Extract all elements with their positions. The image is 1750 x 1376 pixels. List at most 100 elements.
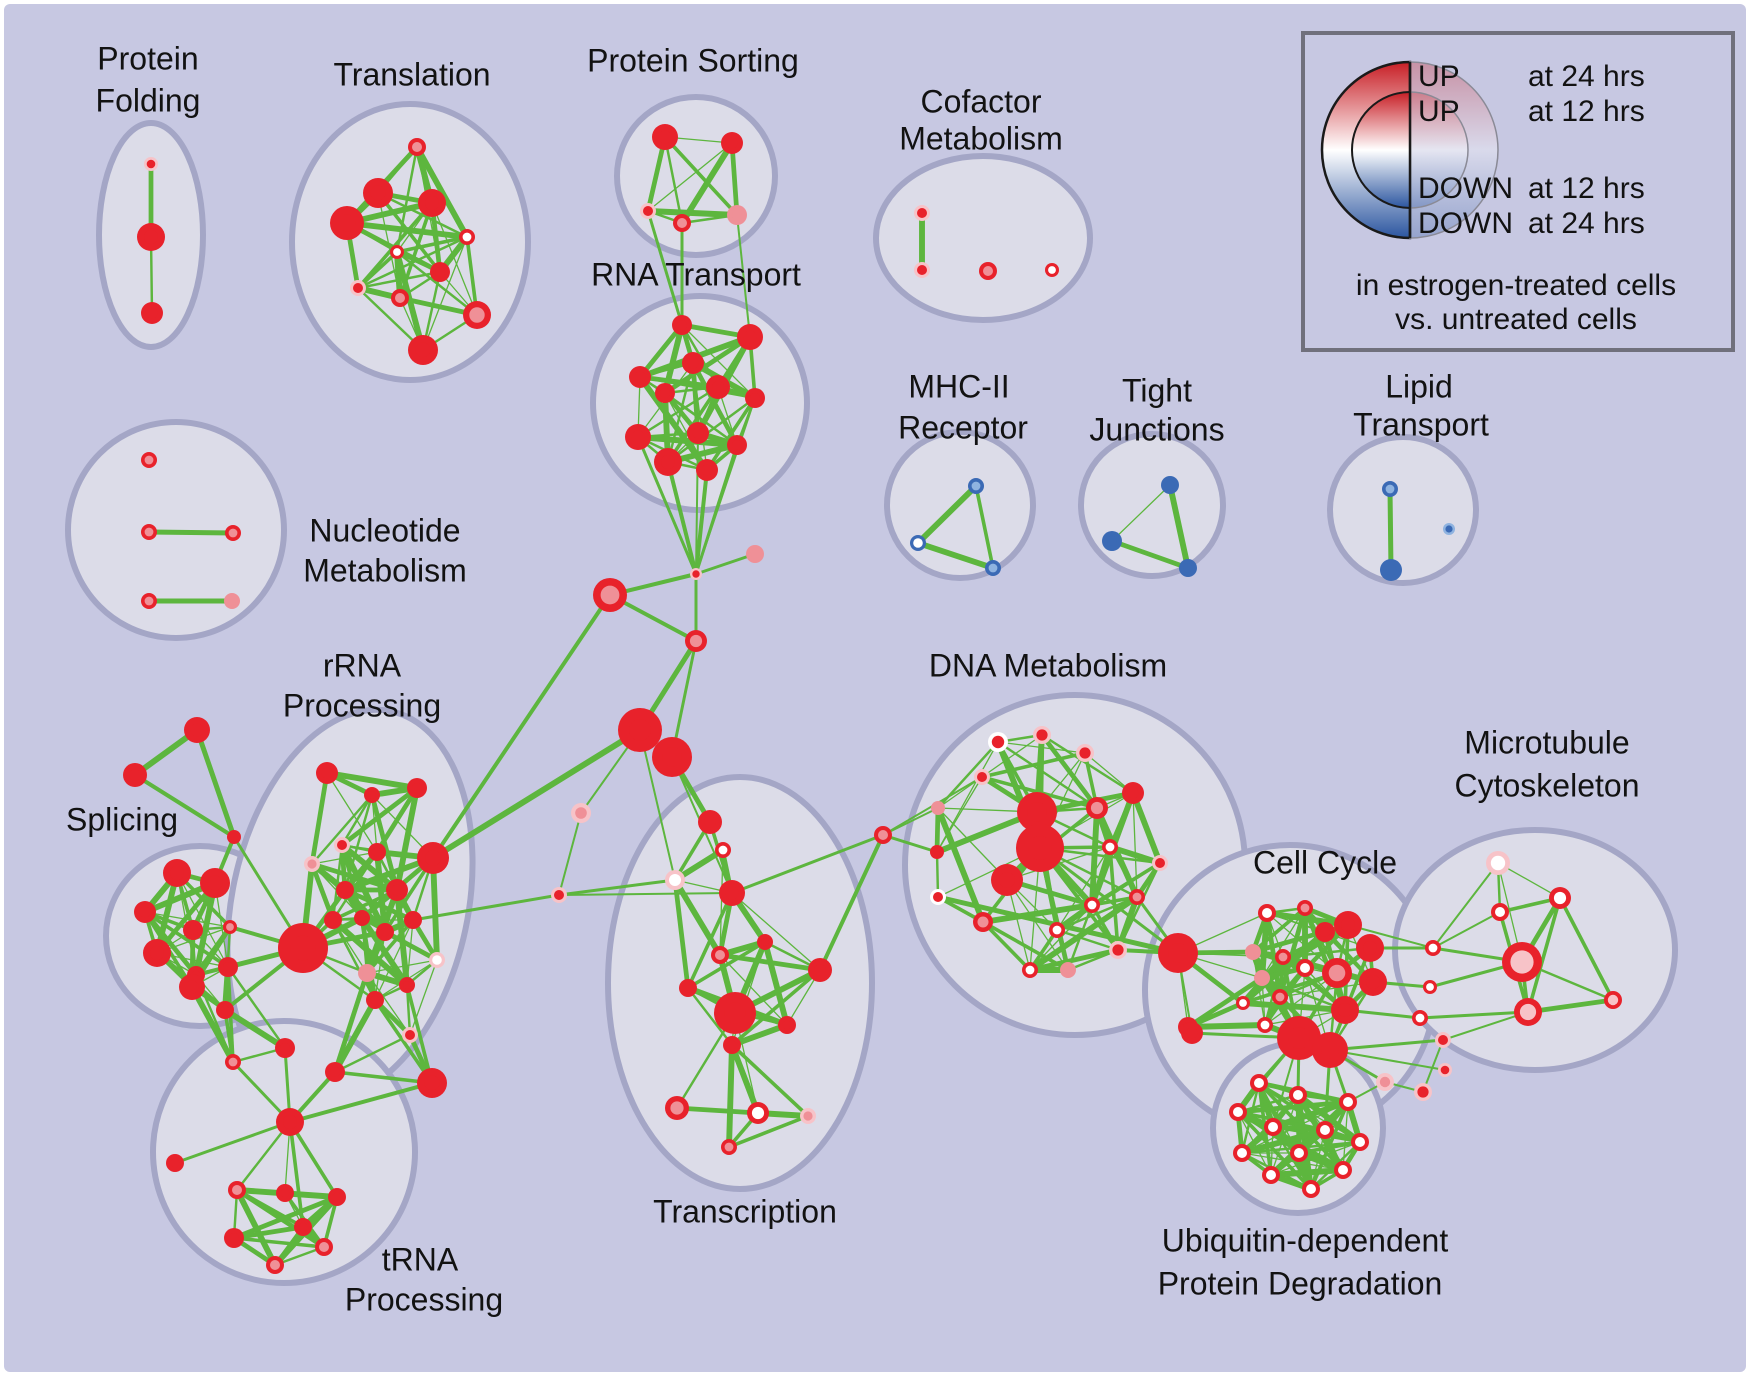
network-node[interactable] (1277, 1016, 1321, 1060)
network-node[interactable] (1486, 851, 1510, 875)
network-node[interactable] (463, 301, 491, 329)
network-node[interactable] (407, 778, 427, 798)
network-node[interactable] (1250, 1074, 1268, 1092)
network-node[interactable] (1290, 1144, 1308, 1162)
network-node[interactable] (640, 203, 656, 219)
network-node[interactable] (1022, 962, 1038, 978)
network-node[interactable] (141, 302, 163, 324)
network-node[interactable] (137, 223, 165, 251)
network-node[interactable] (571, 803, 591, 823)
network-node[interactable] (698, 810, 722, 834)
network-node[interactable] (1236, 996, 1250, 1010)
network-node[interactable] (991, 864, 1023, 896)
network-node[interactable] (1316, 1121, 1334, 1139)
network-node[interactable] (1334, 1161, 1352, 1179)
network-node[interactable] (218, 957, 238, 977)
network-node[interactable] (974, 769, 990, 785)
network-node[interactable] (1102, 839, 1118, 855)
network-node[interactable] (672, 315, 692, 335)
network-node[interactable] (737, 324, 763, 350)
network-node[interactable] (223, 920, 237, 934)
network-node[interactable] (390, 245, 404, 259)
network-node[interactable] (200, 868, 230, 898)
network-node[interactable] (399, 977, 415, 993)
network-node[interactable] (315, 1238, 333, 1256)
network-node[interactable] (727, 205, 747, 225)
network-node[interactable] (930, 889, 946, 905)
network-node[interactable] (1086, 797, 1108, 819)
network-node[interactable] (1102, 531, 1122, 551)
network-node[interactable] (687, 422, 709, 444)
network-node[interactable] (715, 842, 731, 858)
network-node[interactable] (376, 923, 394, 941)
network-node[interactable] (418, 189, 446, 217)
network-node[interactable] (350, 280, 366, 296)
network-node[interactable] (910, 535, 926, 551)
network-node[interactable] (1412, 1010, 1428, 1026)
network-node[interactable] (141, 593, 157, 609)
network-node[interactable] (690, 568, 702, 580)
network-node[interactable] (721, 1139, 737, 1155)
network-node[interactable] (316, 762, 338, 784)
network-node[interactable] (1033, 726, 1051, 744)
network-node[interactable] (429, 952, 445, 968)
network-node[interactable] (1296, 959, 1314, 977)
network-node[interactable] (366, 991, 384, 1009)
network-node[interactable] (1076, 744, 1094, 762)
network-node[interactable] (228, 1181, 246, 1199)
network-node[interactable] (652, 124, 678, 150)
network-node[interactable] (276, 1108, 304, 1136)
network-node[interactable] (224, 593, 240, 609)
network-node[interactable] (183, 920, 203, 940)
network-node[interactable] (1423, 980, 1437, 994)
network-node[interactable] (1351, 1133, 1369, 1151)
network-node[interactable] (745, 388, 765, 408)
network-node[interactable] (324, 911, 342, 929)
network-node[interactable] (914, 262, 930, 278)
network-node[interactable] (1334, 911, 1362, 939)
network-node[interactable] (144, 157, 158, 171)
network-node[interactable] (266, 1256, 284, 1274)
network-node[interactable] (746, 545, 764, 563)
network-node[interactable] (1016, 824, 1064, 872)
network-node[interactable] (227, 830, 241, 844)
network-node[interactable] (1491, 903, 1509, 921)
network-node[interactable] (408, 138, 426, 156)
network-node[interactable] (625, 424, 651, 450)
network-node[interactable] (364, 787, 380, 803)
network-node[interactable] (141, 524, 157, 540)
network-node[interactable] (304, 856, 320, 872)
network-node[interactable] (391, 289, 409, 307)
network-node[interactable] (1129, 889, 1145, 905)
network-node[interactable] (1435, 1032, 1451, 1048)
network-node[interactable] (459, 229, 475, 245)
network-node[interactable] (665, 870, 685, 890)
network-node[interactable] (800, 1108, 816, 1124)
network-node[interactable] (714, 992, 756, 1034)
network-node[interactable] (166, 1154, 184, 1172)
network-node[interactable] (979, 262, 997, 280)
network-node[interactable] (224, 1228, 244, 1248)
network-node[interactable] (1275, 949, 1291, 965)
network-node[interactable] (1549, 887, 1571, 909)
network-node[interactable] (711, 946, 729, 964)
network-node[interactable] (1380, 559, 1402, 581)
network-node[interactable] (685, 630, 707, 652)
network-node[interactable] (988, 732, 1008, 752)
network-node[interactable] (417, 1068, 447, 1098)
network-node[interactable] (1245, 944, 1261, 960)
network-node[interactable] (679, 979, 697, 997)
network-node[interactable] (696, 459, 718, 481)
network-node[interactable] (1181, 1022, 1203, 1044)
network-node[interactable] (1179, 559, 1197, 577)
network-node[interactable] (1084, 897, 1100, 913)
network-node[interactable] (1443, 523, 1455, 535)
network-node[interactable] (1158, 933, 1198, 973)
network-node[interactable] (1376, 1073, 1394, 1091)
network-node[interactable] (402, 1027, 418, 1043)
network-node[interactable] (721, 132, 743, 154)
network-node[interactable] (430, 262, 450, 282)
network-node[interactable] (808, 958, 832, 982)
network-node[interactable] (336, 881, 354, 899)
network-node[interactable] (1272, 989, 1288, 1005)
